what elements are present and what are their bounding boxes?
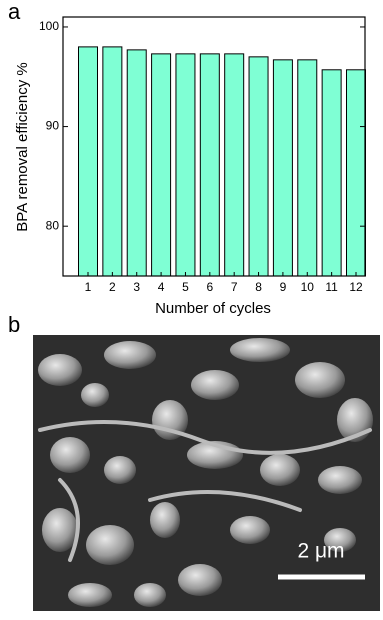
- x-tick-label: 2: [109, 280, 116, 294]
- sem-image: 2 μm: [33, 335, 380, 611]
- panel-label: b: [8, 312, 20, 337]
- x-tick-label: 8: [255, 280, 262, 294]
- plot-frame: [62, 16, 366, 277]
- scale-bar-label: 2 μm: [297, 540, 344, 563]
- bar: [175, 53, 196, 277]
- x-tick-label: 5: [182, 280, 189, 294]
- bar: [151, 53, 172, 277]
- x-tick-label: 12: [349, 280, 363, 294]
- x-tick-label: 7: [231, 280, 238, 294]
- bar: [272, 59, 293, 277]
- x-tick-label: 6: [206, 280, 213, 294]
- x-tick-label: 11: [325, 280, 338, 294]
- bar: [102, 46, 123, 277]
- x-tick-label: 4: [158, 280, 165, 294]
- y-axis-title: BPA removal efficiency %: [14, 62, 31, 232]
- x-tick-label: 3: [133, 280, 140, 294]
- bar: [126, 49, 147, 277]
- y-tick-label: 100: [39, 19, 59, 33]
- bar: [78, 46, 98, 277]
- bar: [297, 59, 318, 277]
- bar: [321, 69, 342, 277]
- bar: [199, 53, 220, 277]
- bar: [248, 56, 269, 277]
- x-tick-label: 9: [280, 280, 287, 294]
- panel-label: a: [8, 0, 21, 24]
- bar: [224, 53, 245, 277]
- x-axis-title: Number of cycles: [155, 300, 271, 317]
- y-tick-label: 80: [46, 218, 60, 232]
- bar: [346, 69, 366, 277]
- x-tick-label: 1: [85, 280, 92, 294]
- x-tick-label: 10: [301, 280, 315, 294]
- y-tick-label: 90: [46, 119, 60, 133]
